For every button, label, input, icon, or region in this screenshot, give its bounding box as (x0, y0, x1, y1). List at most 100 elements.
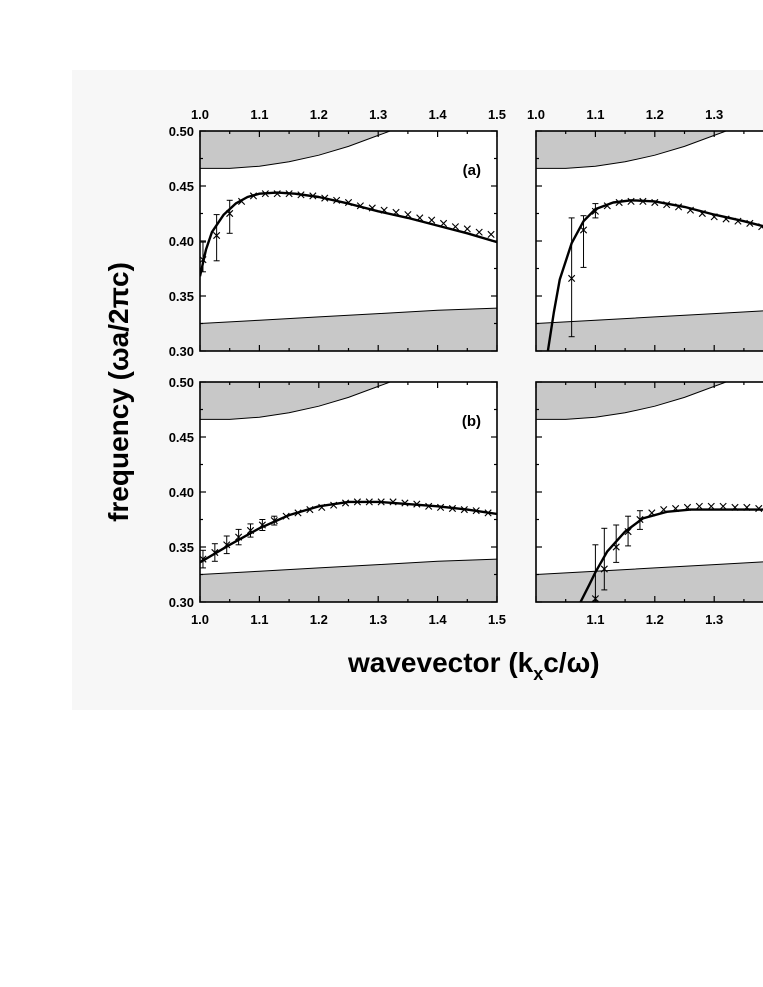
data-point (377, 498, 385, 506)
plot-content (200, 382, 497, 602)
data-point (660, 506, 668, 514)
plot-content (536, 382, 763, 602)
x-axis-title: wavevector (kxc/ω) (347, 647, 600, 684)
data-point (404, 211, 412, 219)
x-tick-label-bottom: 1.3 (369, 612, 387, 627)
lower-band-edge (200, 307, 497, 324)
data-point (321, 194, 329, 202)
data-point (200, 555, 207, 563)
data-point (612, 543, 620, 551)
x-axis-title-subscript: x (533, 664, 543, 684)
data-point (674, 203, 683, 211)
x-tick-label-bottom: 1.4 (429, 612, 448, 627)
x-axis-title-tail: c/ω) (543, 647, 599, 678)
x-tick-label-bottom-right: 1.3 (705, 612, 723, 627)
data-point (380, 206, 388, 214)
data-point (648, 509, 656, 517)
data-point (235, 533, 243, 541)
y-tick-label: 0.35 (169, 540, 194, 555)
data-point (436, 503, 445, 511)
lower-band-region (536, 310, 763, 351)
data-point (270, 517, 278, 525)
data-point (341, 499, 350, 507)
data-point (448, 504, 457, 513)
data-point (451, 223, 460, 231)
panels-group: (a) (b) 0.30 0.35 0.40 0.45 0.50 0.30 0.35 0.40 0.… (169, 107, 763, 627)
data-point (428, 216, 436, 224)
lower-band-region (536, 561, 763, 602)
data-point (344, 198, 353, 207)
data-point (282, 512, 290, 520)
theory-curve (200, 500, 497, 564)
panel-label: (b) (462, 413, 481, 430)
data-point (651, 198, 659, 207)
theory-curve (546, 199, 763, 351)
data-point (306, 506, 314, 514)
data-point (237, 197, 246, 205)
data-point (603, 202, 611, 210)
data-point (213, 231, 221, 240)
data-point (472, 507, 480, 515)
data-point (755, 504, 763, 513)
data-point (663, 201, 671, 209)
x-axis-title-main: wavevector (k (347, 647, 534, 678)
data-point (568, 274, 576, 282)
data-point (413, 500, 421, 508)
data-point (719, 502, 727, 510)
data-point (627, 197, 635, 205)
y-tick-label: 0.45 (169, 430, 194, 445)
data-point (353, 498, 361, 506)
data-point (683, 503, 692, 511)
data-point (707, 502, 715, 510)
data-point (698, 209, 706, 218)
data-point (294, 509, 302, 517)
x-tick-label-top-right: 1.3 (705, 107, 723, 122)
data-point (731, 503, 739, 511)
theory-curve (200, 191, 497, 277)
data-point (333, 196, 341, 204)
data-point (297, 191, 305, 199)
lower-band-region (200, 559, 497, 602)
data-point (401, 499, 409, 507)
x-tick-label-bottom: 1.2 (310, 612, 328, 627)
panel-a-left: (a) (199, 130, 498, 352)
lower-band-region (200, 308, 497, 351)
data-point (330, 501, 338, 509)
lower-band-edge (536, 310, 763, 324)
x-tick-label-bottom: 1.1 (250, 612, 268, 627)
data-point (389, 498, 397, 506)
data-point (746, 219, 754, 227)
y-tick-label: 0.40 (169, 485, 194, 500)
data-point (285, 190, 293, 198)
data-point (710, 213, 718, 221)
data-point (758, 223, 763, 231)
x-tick-label-top: 1.3 (369, 107, 387, 122)
y-tick-label: 0.40 (169, 234, 194, 249)
x-tick-label-top: 1.1 (250, 107, 268, 122)
x-tick-label-top: 1.4 (429, 107, 448, 122)
theory-curve (579, 508, 763, 602)
data-point (200, 256, 207, 264)
data-point (226, 209, 234, 218)
data-point (487, 230, 495, 238)
y-tick-label: 0.30 (169, 595, 194, 610)
x-tick-label-top: 1.5 (488, 107, 506, 122)
plot-content (536, 131, 763, 351)
x-tick-label-bottom: 1.5 (488, 612, 506, 627)
plot-content (200, 131, 497, 351)
x-tick-label-top-right: 1.1 (586, 107, 604, 122)
axes-labels-group: frequency (ωa/2πc) wavevector (kxc/ω) (103, 262, 600, 684)
y-tick-label: 0.30 (169, 344, 194, 359)
lower-band-edge (536, 561, 763, 575)
data-point (475, 228, 483, 236)
data-point (318, 503, 326, 511)
y-tick-label: 0.45 (169, 179, 194, 194)
data-point (672, 504, 680, 513)
lower-band-edge (200, 558, 497, 575)
x-tick-label-top: 1.2 (310, 107, 328, 122)
x-tick-label-top-right: 1.0 (527, 107, 545, 122)
data-point (639, 197, 647, 205)
data-point (246, 526, 255, 535)
data-point (600, 565, 608, 573)
data-point (249, 192, 258, 200)
